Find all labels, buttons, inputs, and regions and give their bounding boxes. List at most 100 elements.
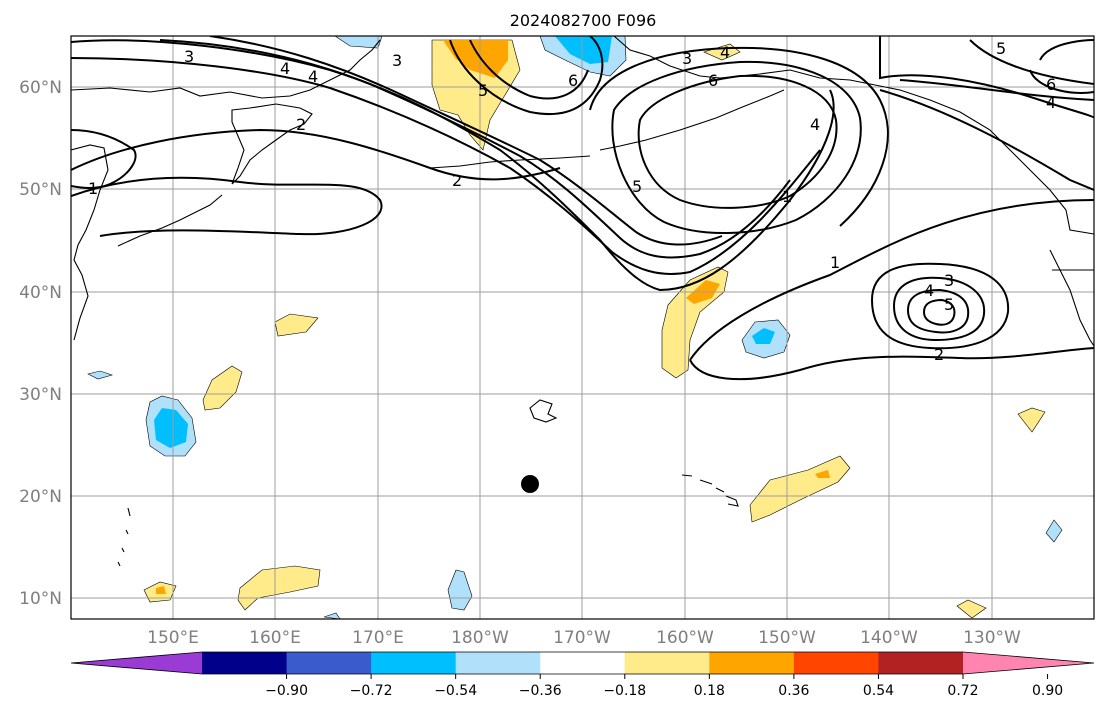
contour-label: 3 (944, 271, 954, 290)
storm-position-marker (521, 475, 539, 493)
colorbar-extend-low (71, 652, 202, 674)
lon-label: 150°W (758, 628, 816, 648)
contour-1 (71, 39, 835, 292)
shade-negative-strong-4 (154, 408, 188, 448)
contour-7 (71, 129, 137, 189)
contour-labels: 3 4 3 6 5 3 4 6 5 6 4 4 2 1 2 5 4 1 1 3 … (88, 39, 1056, 364)
contour-label: 6 (568, 71, 578, 90)
coast-kamchatka (231, 103, 313, 185)
contour-12 (589, 46, 889, 227)
colorbar-segment (624, 652, 710, 674)
lon-label: 160°W (656, 628, 714, 648)
lat-label: 30°N (19, 385, 62, 405)
contour-label: 4 (924, 281, 934, 300)
colorbar: −0.90 −0.72 −0.54 −0.36 −0.18 0.18 0.36 0.54 0.7… (70, 651, 1095, 699)
contour-10 (637, 74, 838, 209)
lat-label: 50°N (19, 180, 62, 200)
coast-island-midway (529, 399, 558, 423)
lon-label: 140°W (860, 628, 918, 648)
contour-label: 3 (682, 49, 692, 68)
colorbar-segment (286, 652, 372, 674)
lat-label: 10°N (19, 589, 62, 609)
contour-label: 4 (1046, 93, 1056, 112)
colorbar-tick-label: 0.90 (1032, 683, 1063, 699)
contour-21 (892, 276, 986, 342)
coast-kuril-arc (117, 194, 223, 247)
shade-positive-4 (274, 313, 319, 337)
contour-label: 4 (720, 43, 730, 62)
contour-18 (689, 199, 1094, 361)
longitude-labels: 150°E 160°E 170°E 180°W 170°W 160°W 150°… (147, 628, 1021, 648)
coastlines (71, 36, 1094, 567)
contour-14 (899, 79, 1094, 101)
coast-california (1049, 249, 1094, 347)
lon-label: 180°W (451, 628, 509, 648)
contour-5 (71, 128, 561, 181)
lat-label: 60°N (19, 78, 62, 98)
coast-hawaii (681, 474, 739, 507)
coast-aleutian-west (429, 155, 591, 169)
contour-label: 2 (452, 171, 462, 190)
shade-positive-10 (956, 599, 987, 619)
coast-marianas (117, 507, 131, 567)
colorbar-segment (793, 652, 879, 674)
contour-label: 6 (1046, 75, 1056, 94)
colorbar-tick-label: −0.54 (434, 683, 477, 699)
figure-title: 2024082700 F096 (510, 11, 657, 30)
shade-negative-6 (1045, 519, 1063, 543)
shade-positive-8 (237, 565, 321, 611)
contour-23 (922, 298, 956, 326)
shade-positive-7 (1017, 407, 1046, 433)
shade-positive-strong-6 (815, 470, 830, 478)
contour-11 (611, 60, 862, 234)
shade-negative-strong-1 (555, 36, 612, 64)
colorbar-segment (540, 652, 626, 674)
colorbar-outline (70, 651, 1095, 675)
shade-positive-strong-1 (443, 40, 508, 78)
lon-label: 150°E (147, 628, 199, 648)
contour-16 (1029, 39, 1094, 94)
contour-8 (449, 36, 604, 116)
contour-4 (209, 36, 723, 246)
colorbar-segment (202, 652, 288, 674)
lat-label: 40°N (19, 283, 62, 303)
contour-label: 1 (830, 253, 840, 272)
colorbar-tick-label: −0.18 (603, 683, 646, 699)
lon-label: 160°E (249, 628, 301, 648)
lat-label: 20°N (19, 487, 62, 507)
shade-negative-8 (323, 612, 341, 619)
contour-label: 3 (184, 47, 194, 66)
shade-positive-strong-9 (156, 586, 166, 594)
contour-19 (689, 347, 1094, 381)
coast-alaska (613, 36, 1067, 211)
contour-label: 5 (996, 39, 1006, 58)
colorbar-segment (455, 652, 541, 674)
colorbar-tick-label: 0.72 (947, 683, 978, 699)
colorbar-extend-high (963, 652, 1094, 674)
contour-label: 6 (708, 71, 718, 90)
contour-22 (906, 288, 970, 334)
lon-label: 170°E (352, 628, 404, 648)
contour-label: 2 (296, 115, 306, 134)
contour-label: 4 (308, 67, 318, 86)
contour-label: 5 (478, 81, 488, 100)
latitude-labels: 60°N 50°N 40°N 30°N 20°N 10°N (19, 78, 62, 609)
shade-negative-strong-3 (752, 328, 775, 344)
contour-20 (870, 262, 1010, 350)
contour-label: 4 (280, 59, 290, 78)
map-area: 3 4 3 6 5 3 4 6 5 6 4 4 2 1 2 5 4 1 1 3 … (71, 36, 1094, 619)
shade-negative-7 (447, 569, 473, 611)
contour-label: 2 (934, 345, 944, 364)
coast-aleutians (599, 89, 785, 151)
lon-label: 170°W (553, 628, 611, 648)
contour-15 (969, 39, 1094, 85)
colorbar-tick-label: 0.54 (863, 683, 894, 699)
contour-6 (71, 176, 383, 237)
colorbar-tick-label: −0.90 (265, 683, 308, 699)
contour-label: 4 (810, 115, 820, 134)
contour-label: 1 (88, 179, 98, 198)
coast-russia (71, 39, 381, 99)
contour-label: 3 (392, 51, 402, 70)
coast-bc (1065, 209, 1094, 235)
coast-west-edge (71, 144, 109, 341)
